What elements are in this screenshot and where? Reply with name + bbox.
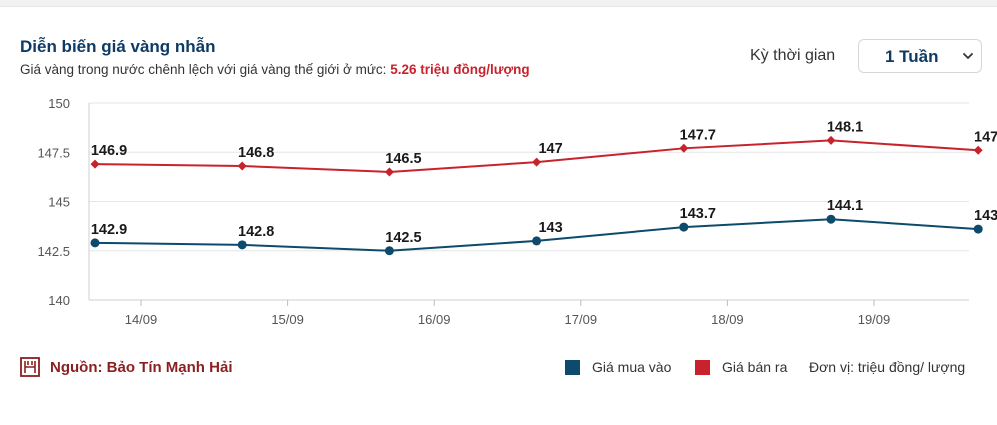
price-line-chart: 150 147.5 145 142.5 140 14/09 15/09 16/09 17/09 1…: [37, 96, 997, 327]
data-point-buy: [679, 222, 689, 232]
data-point-sell: [532, 157, 542, 167]
legend-swatch-sell: [695, 359, 710, 375]
x-tick-label: 16/09: [418, 312, 451, 327]
x-tick-label: 17/09: [565, 312, 598, 327]
data-label-buy: 142.9: [91, 222, 127, 238]
legend-item-sell[interactable]: Giá bán ra: [695, 357, 787, 377]
legend-item-buy[interactable]: Giá mua vào: [565, 357, 671, 377]
series-line-sell: [94, 139, 979, 173]
data-point-buy: [973, 224, 983, 234]
period-label: Kỳ thời gian: [750, 47, 836, 64]
legend-label-buy: Giá mua vào: [592, 359, 672, 375]
top-divider: [0, 0, 997, 7]
series-sell: 146.9 146.8 146.5 147 147.7 148.1 147.6: [90, 119, 997, 177]
data-label-buy: 142.5: [385, 230, 421, 246]
subtitle-text: Giá vàng trong nước chênh lệch với giá v…: [20, 62, 387, 77]
data-point-buy: [532, 236, 542, 246]
x-tick-label: 14/09: [125, 312, 158, 327]
source-label: Nguồn: Bảo Tín Mạnh Hải: [50, 359, 233, 376]
data-point-buy: [90, 238, 100, 248]
chevron-down-icon: [963, 53, 973, 59]
period-select[interactable]: 1 Tuần: [858, 39, 982, 73]
data-label-sell: 146.5: [385, 151, 421, 167]
grid-layer: [89, 102, 969, 301]
series-line-buy: [94, 218, 979, 252]
price-difference-highlight: 5.26 triệu đồng/lượng: [390, 62, 530, 77]
y-tick-label: 142.5: [37, 244, 70, 259]
data-label-sell: 146.8: [238, 145, 274, 161]
y-tick-label: 147.5: [37, 145, 70, 160]
chart-title: Diễn biến giá vàng nhẫn: [20, 37, 216, 56]
x-tick-label: 19/09: [858, 312, 891, 327]
legend-swatch-buy: [565, 359, 580, 375]
data-point-buy: [237, 240, 247, 250]
data-label-sell: 146.9: [91, 143, 127, 159]
data-label-buy: 143.7: [680, 206, 716, 222]
series-buy: 142.9 142.8 142.5 143 143.7 144.1 143.6: [90, 198, 997, 256]
data-point-sell: [826, 135, 836, 145]
data-label-buy: 143: [538, 220, 562, 236]
data-point-sell: [90, 159, 100, 169]
data-label-sell: 147.7: [680, 127, 716, 143]
x-tick-label: 15/09: [271, 312, 304, 327]
data-point-sell: [973, 145, 983, 155]
bao-tin-manh-hai-logo-icon: [20, 357, 40, 377]
legend-label-sell: Giá bán ra: [722, 359, 788, 375]
data-point-sell: [384, 167, 394, 177]
data-point-buy: [826, 214, 836, 224]
data-label-buy: 143.6: [974, 208, 997, 224]
axis-layer: 150 147.5 145 142.5 140 14/09 15/09 16/09 17/09 1…: [37, 96, 890, 327]
period-selected-value: 1 Tuần: [885, 47, 939, 66]
data-point-sell: [237, 161, 247, 171]
unit-label: Đơn vị: triệu đồng/ lượng: [809, 359, 966, 375]
y-tick-label: 140: [48, 293, 70, 308]
series-layer: 142.9142.8142.5143143.7144.1143.6146.914…: [90, 119, 997, 256]
data-point-buy: [384, 246, 394, 256]
x-tick-label: 18/09: [711, 312, 744, 327]
data-label-buy: 144.1: [827, 198, 863, 214]
data-label-buy: 142.8: [238, 224, 274, 240]
data-label-sell: 148.1: [827, 119, 863, 135]
chart-subtitle: Giá vàng trong nước chênh lệch với giá v…: [20, 62, 530, 77]
data-label-sell: 147.6: [974, 129, 997, 145]
data-label-sell: 147: [538, 141, 562, 157]
data-point-sell: [679, 143, 689, 153]
y-tick-label: 150: [48, 96, 70, 111]
y-tick-label: 145: [48, 195, 70, 210]
